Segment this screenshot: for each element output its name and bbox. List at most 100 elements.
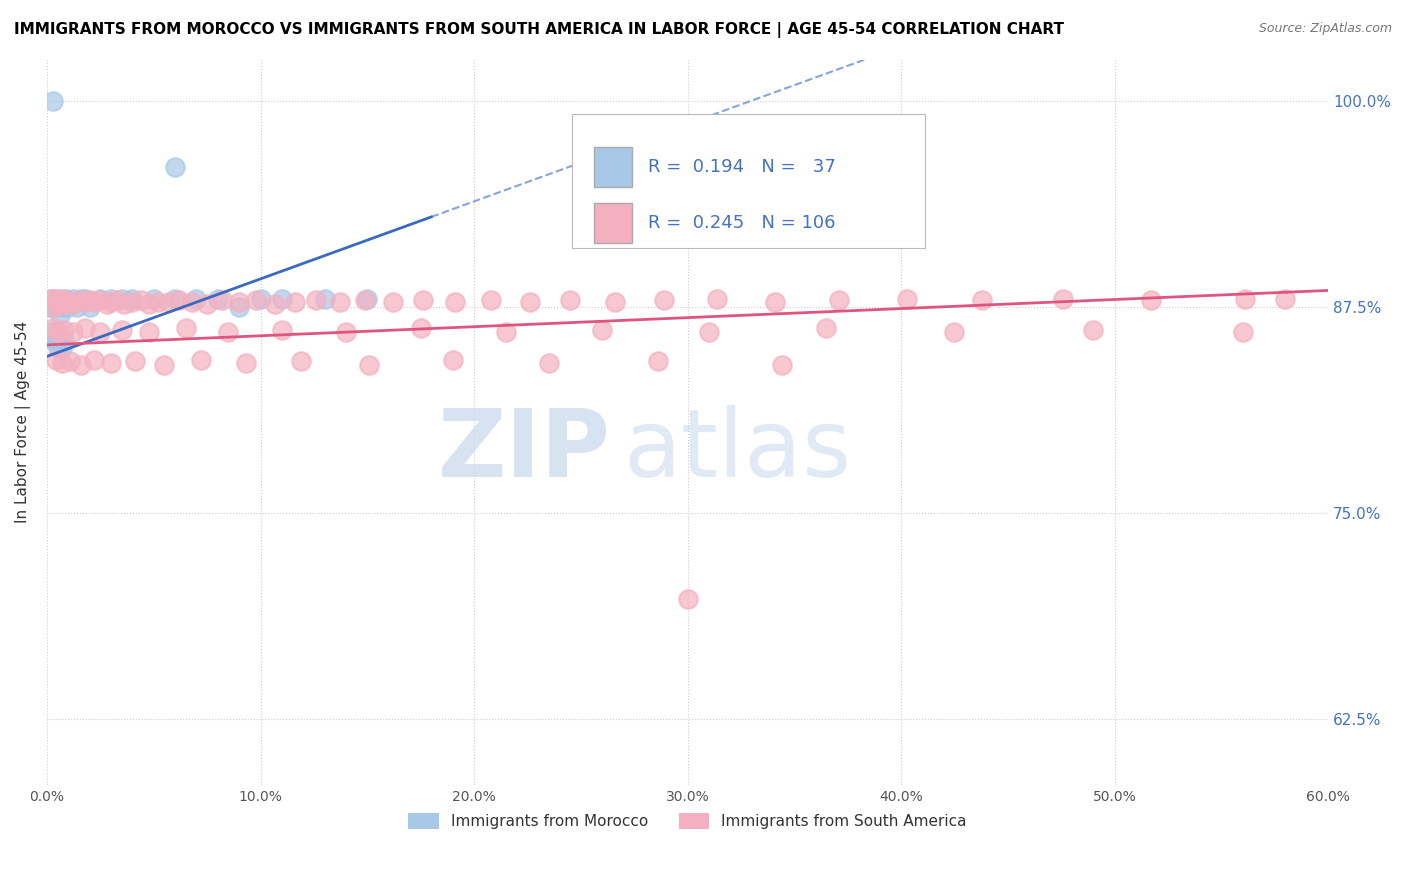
Point (328, 295, 350, 310)
Point (165, 160, 187, 174)
Point (354, 293, 377, 308)
Point (211, 293, 233, 308)
Point (195, 296, 218, 310)
Point (53, 300, 76, 314)
Point (441, 352, 464, 367)
Point (228, 295, 250, 310)
Point (138, 296, 160, 310)
Point (142, 292, 165, 306)
Point (42, 333, 65, 347)
Point (67, 293, 90, 308)
Point (270, 323, 292, 337)
Point (264, 296, 287, 310)
Point (39, 292, 62, 306)
FancyBboxPatch shape (593, 202, 633, 243)
Point (100, 292, 122, 306)
Point (49, 308, 72, 322)
Point (495, 325, 517, 339)
Point (245, 293, 267, 308)
Point (121, 292, 143, 306)
Point (652, 293, 675, 308)
Point (83, 352, 105, 367)
Point (39, 325, 62, 339)
Point (42, 300, 65, 314)
Point (53, 333, 76, 347)
Point (207, 292, 229, 306)
Point (79, 300, 101, 314)
Point (96, 296, 118, 310)
Point (186, 292, 208, 306)
Point (51, 341, 73, 355)
Point (335, 325, 357, 339)
Point (39, 292, 62, 306)
Point (112, 296, 135, 310)
Point (558, 293, 581, 308)
Point (44, 292, 66, 306)
Point (100, 356, 122, 370)
Text: atlas: atlas (623, 405, 852, 498)
Point (165, 292, 187, 306)
Point (763, 295, 786, 310)
Point (111, 323, 134, 337)
Point (217, 325, 239, 339)
Point (46, 300, 69, 314)
Point (284, 295, 307, 310)
Point (146, 295, 169, 310)
Point (66, 300, 89, 314)
Point (676, 591, 699, 606)
Point (157, 295, 180, 310)
Point (62, 292, 84, 306)
Point (359, 358, 381, 372)
Point (70, 358, 93, 372)
Point (49, 298, 72, 312)
Point (1140, 293, 1163, 308)
Point (89, 293, 111, 308)
Point (59, 354, 82, 368)
Text: Source: ZipAtlas.com: Source: ZipAtlas.com (1258, 22, 1392, 36)
Point (44, 352, 66, 367)
Point (58, 300, 80, 314)
Point (443, 295, 465, 310)
Point (1233, 292, 1256, 306)
FancyBboxPatch shape (593, 147, 633, 187)
Point (190, 352, 212, 367)
Point (38, 300, 60, 314)
FancyBboxPatch shape (572, 114, 925, 248)
Point (53, 296, 76, 310)
Point (537, 356, 560, 370)
Point (55, 293, 77, 308)
Point (121, 295, 143, 310)
Point (83, 295, 105, 310)
Point (828, 293, 851, 308)
Point (1052, 292, 1074, 306)
Point (75, 295, 97, 310)
Point (270, 292, 292, 306)
Text: R =  0.194   N =   37: R = 0.194 N = 37 (648, 158, 835, 176)
Point (815, 321, 838, 335)
Point (124, 354, 146, 368)
Point (1232, 325, 1254, 339)
Point (100, 295, 122, 310)
Point (603, 295, 626, 310)
Text: IMMIGRANTS FROM MOROCCO VS IMMIGRANTS FROM SOUTH AMERICA IN LABOR FORCE | AGE 45: IMMIGRANTS FROM MOROCCO VS IMMIGRANTS FR… (14, 22, 1064, 38)
Point (46, 341, 69, 355)
Point (42, 300, 65, 314)
Point (51, 356, 73, 370)
Point (62, 296, 84, 310)
Point (770, 358, 793, 372)
Point (75, 321, 97, 335)
Point (42, 94, 65, 108)
Point (1083, 323, 1105, 337)
Point (55, 292, 77, 306)
Point (75, 292, 97, 306)
Point (79, 293, 101, 308)
Text: R =  0.245   N = 106: R = 0.245 N = 106 (648, 214, 835, 232)
Point (58, 295, 80, 310)
Legend: Immigrants from Morocco, Immigrants from South America: Immigrants from Morocco, Immigrants from… (402, 807, 973, 836)
Point (706, 292, 728, 306)
Point (409, 321, 432, 335)
Point (290, 354, 312, 368)
Point (305, 293, 328, 308)
Point (943, 325, 966, 339)
Text: ZIP: ZIP (437, 405, 610, 498)
